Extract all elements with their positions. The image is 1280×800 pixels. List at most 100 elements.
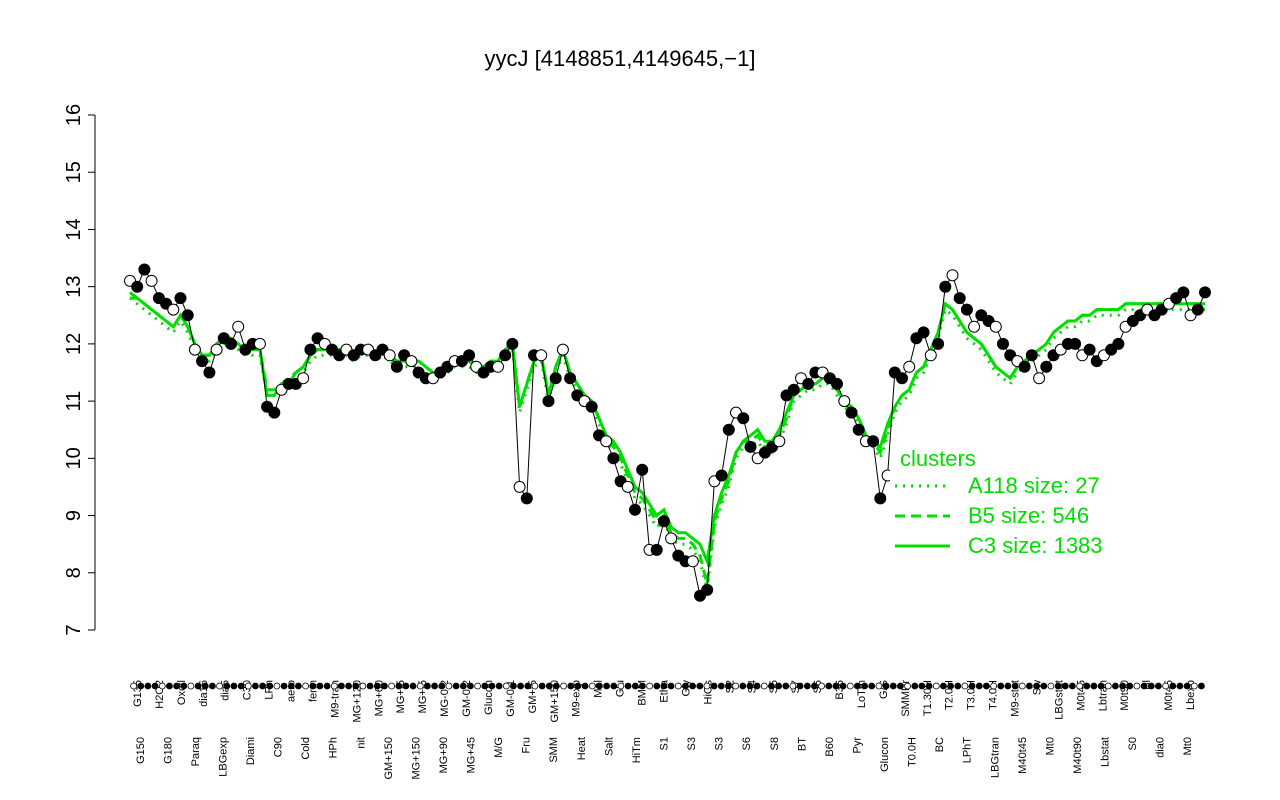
x-marker bbox=[631, 682, 639, 690]
x-marker bbox=[775, 682, 782, 690]
x-marker bbox=[1147, 682, 1155, 690]
data-point bbox=[1191, 303, 1204, 316]
data-point bbox=[665, 532, 678, 545]
data-point bbox=[997, 337, 1009, 350]
data-point bbox=[304, 343, 317, 356]
x-marker bbox=[739, 682, 747, 690]
x-marker bbox=[961, 682, 969, 690]
x-marker bbox=[839, 682, 847, 690]
data-point bbox=[174, 292, 187, 305]
data-point bbox=[1018, 360, 1031, 373]
x-marker bbox=[423, 682, 431, 690]
x-marker bbox=[1033, 682, 1040, 690]
x-tick-label: Fru bbox=[521, 737, 533, 754]
data-point bbox=[650, 543, 663, 556]
x-marker bbox=[861, 682, 868, 690]
x-marker bbox=[1162, 682, 1169, 690]
x-marker bbox=[1097, 682, 1105, 690]
x-marker bbox=[216, 682, 224, 690]
data-point bbox=[960, 303, 973, 316]
x-marker bbox=[230, 682, 238, 690]
x-tick-label: M40t45 bbox=[1017, 737, 1029, 774]
x-marker bbox=[273, 682, 281, 690]
data-point bbox=[852, 423, 865, 436]
x-marker bbox=[710, 682, 718, 690]
x-marker bbox=[316, 682, 324, 690]
x-marker bbox=[431, 682, 439, 690]
x-marker bbox=[1112, 682, 1119, 690]
x-marker bbox=[588, 682, 596, 690]
x-marker bbox=[137, 682, 145, 690]
x-tick-label: GM+150 bbox=[549, 680, 561, 723]
data-point bbox=[657, 515, 670, 528]
x-marker bbox=[158, 682, 166, 690]
x-tick-label: HiTm bbox=[631, 737, 643, 763]
x-tick-label: MG+45 bbox=[466, 737, 478, 773]
x-marker bbox=[725, 682, 732, 690]
x-marker bbox=[323, 682, 331, 690]
data-point bbox=[564, 372, 577, 385]
x-tick-label: M40t90 bbox=[1072, 737, 1084, 774]
data-point bbox=[232, 320, 245, 333]
x-marker bbox=[165, 682, 173, 690]
x-tick-label: Paraq bbox=[190, 737, 202, 766]
x-marker bbox=[854, 682, 861, 690]
x-marker bbox=[452, 682, 460, 690]
data-point bbox=[556, 343, 569, 356]
x-marker bbox=[617, 682, 625, 690]
x-tick-label: Mt0 bbox=[1182, 737, 1194, 755]
x-marker bbox=[846, 682, 854, 690]
y-tick-label: 9 bbox=[63, 510, 85, 521]
x-marker bbox=[574, 682, 582, 690]
x-marker bbox=[1054, 682, 1062, 690]
x-marker bbox=[682, 682, 689, 690]
data-point bbox=[968, 320, 981, 333]
data-point bbox=[210, 343, 223, 356]
data-point bbox=[1083, 343, 1096, 356]
x-tick-label: MG+90 bbox=[438, 737, 450, 773]
data-point bbox=[1177, 286, 1190, 299]
x-marker bbox=[818, 682, 825, 690]
x-tick-label: Diami bbox=[245, 737, 257, 765]
x-marker bbox=[911, 682, 919, 690]
data-point bbox=[924, 349, 937, 362]
x-tick-label: dia0 bbox=[1155, 737, 1167, 758]
y-tick-label: 10 bbox=[63, 447, 85, 469]
data-point bbox=[203, 366, 216, 379]
data-point bbox=[225, 337, 237, 350]
x-marker bbox=[1119, 682, 1126, 690]
x-marker bbox=[717, 682, 725, 690]
x-marker bbox=[624, 682, 632, 690]
y-tick-label: 14 bbox=[63, 218, 85, 240]
x-tick-label: G180 bbox=[162, 737, 174, 764]
x-marker bbox=[1190, 682, 1198, 690]
x-marker bbox=[1198, 682, 1205, 690]
legend-label: A118 size: 27 bbox=[968, 473, 1100, 498]
x-marker bbox=[1004, 682, 1012, 690]
data-point bbox=[390, 360, 403, 373]
x-tick-label: G150 bbox=[135, 737, 147, 764]
data-point bbox=[1025, 349, 1038, 362]
x-marker bbox=[1169, 682, 1177, 690]
y-tick-label: 13 bbox=[63, 276, 85, 298]
x-marker bbox=[287, 682, 295, 690]
x-marker bbox=[811, 682, 818, 690]
x-marker bbox=[954, 682, 962, 690]
x-marker bbox=[918, 682, 926, 690]
x-marker bbox=[201, 682, 209, 690]
x-tick-label: S6 bbox=[741, 737, 753, 750]
x-marker bbox=[932, 682, 940, 690]
x-marker bbox=[524, 682, 532, 690]
x-marker bbox=[882, 682, 890, 690]
data-point bbox=[520, 492, 533, 505]
data-point bbox=[939, 280, 952, 293]
data-point bbox=[535, 349, 548, 362]
x-marker bbox=[409, 682, 417, 690]
x-marker bbox=[388, 682, 396, 690]
x-marker bbox=[825, 682, 833, 690]
data-point bbox=[621, 480, 634, 493]
x-marker bbox=[1026, 682, 1033, 690]
x-tick-label: Lbstat bbox=[1100, 737, 1112, 767]
x-marker bbox=[466, 682, 474, 690]
